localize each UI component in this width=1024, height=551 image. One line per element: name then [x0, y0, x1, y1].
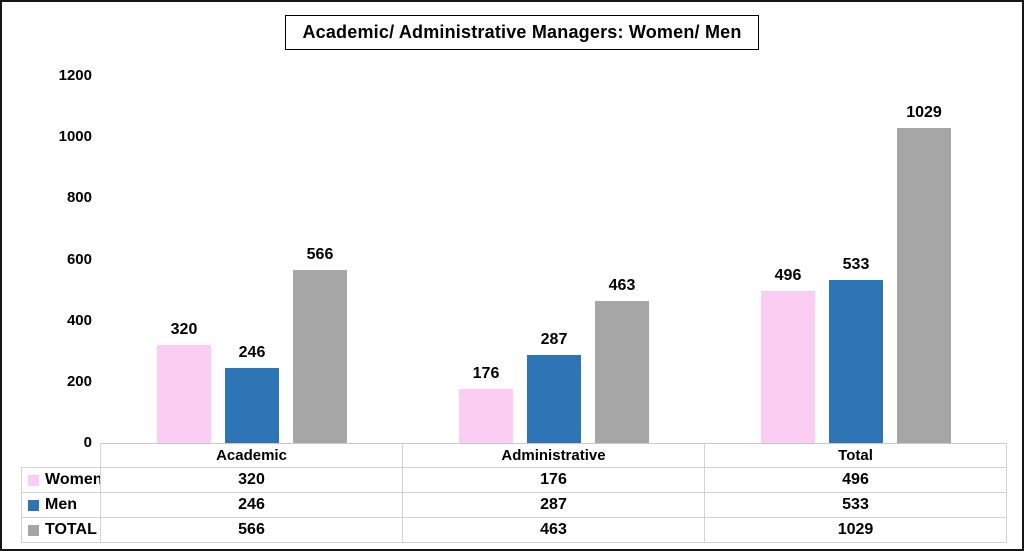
bar-women-total — [761, 291, 815, 443]
y-axis-tick-label: 200 — [66, 372, 92, 390]
legend-label: Men — [45, 496, 77, 513]
table-value-women-total: 496 — [705, 468, 1007, 493]
legend-swatch — [28, 474, 39, 486]
table-value-total-administrative: 463 — [403, 518, 705, 543]
y-axis-tick-label: 1200 — [58, 67, 92, 84]
bar-women-academic — [157, 345, 211, 443]
y-axis-tick-label: 0 — [83, 434, 92, 451]
bar-total-total — [897, 128, 951, 443]
legend-label: Women — [45, 471, 101, 488]
bar-value-label: 533 — [842, 256, 870, 273]
bar-value-label: 320 — [170, 321, 198, 338]
bar-value-label: 176 — [472, 365, 500, 382]
table-value-total-academic: 566 — [101, 518, 403, 543]
bar-total-administrative — [595, 301, 649, 443]
table-value-women-academic: 320 — [101, 468, 403, 493]
bar-value-label: 566 — [306, 246, 334, 263]
table-value-women-administrative: 176 — [403, 468, 705, 493]
category-header-academic: Academic — [101, 443, 403, 468]
table-corner-cell — [21, 443, 101, 468]
legend-item-women: Women — [21, 468, 101, 493]
chart-title: Academic/ Administrative Managers: Women… — [302, 22, 742, 42]
legend-swatch — [28, 499, 39, 511]
bar-men-administrative — [527, 355, 581, 443]
y-axis-tick-label: 1000 — [58, 128, 92, 146]
y-axis-tick-label: 800 — [66, 189, 92, 207]
table-value-total-total: 1029 — [705, 518, 1007, 543]
table-value-men-total: 533 — [705, 493, 1007, 518]
table-value-men-administrative: 287 — [403, 493, 705, 518]
y-axis-tick-label: 400 — [66, 311, 92, 329]
bar-total-academic — [293, 270, 347, 443]
table-value-men-academic: 246 — [101, 493, 403, 518]
bar-value-label: 287 — [540, 331, 568, 348]
bar-men-total — [829, 280, 883, 443]
category-header-total: Total — [705, 443, 1007, 468]
data-table: Academic Administrative Total Women 320 176 49… — [21, 443, 1007, 543]
legend-item-total: TOTAL — [21, 518, 101, 543]
legend-swatch — [28, 524, 39, 536]
chart-title-box: Academic/ Administrative Managers: Women… — [285, 15, 759, 50]
bar-value-label: 463 — [608, 277, 636, 294]
y-axis-tick-label: 600 — [66, 250, 92, 268]
bar-women-administrative — [459, 389, 513, 443]
bar-value-label: 496 — [774, 267, 802, 284]
legend-item-men: Men — [21, 493, 101, 518]
bar-men-academic — [225, 368, 279, 443]
legend-label: TOTAL — [45, 521, 97, 538]
bar-value-label: 246 — [238, 344, 266, 361]
category-header-administrative: Administrative — [403, 443, 705, 468]
bar-value-label: 1029 — [906, 104, 942, 121]
